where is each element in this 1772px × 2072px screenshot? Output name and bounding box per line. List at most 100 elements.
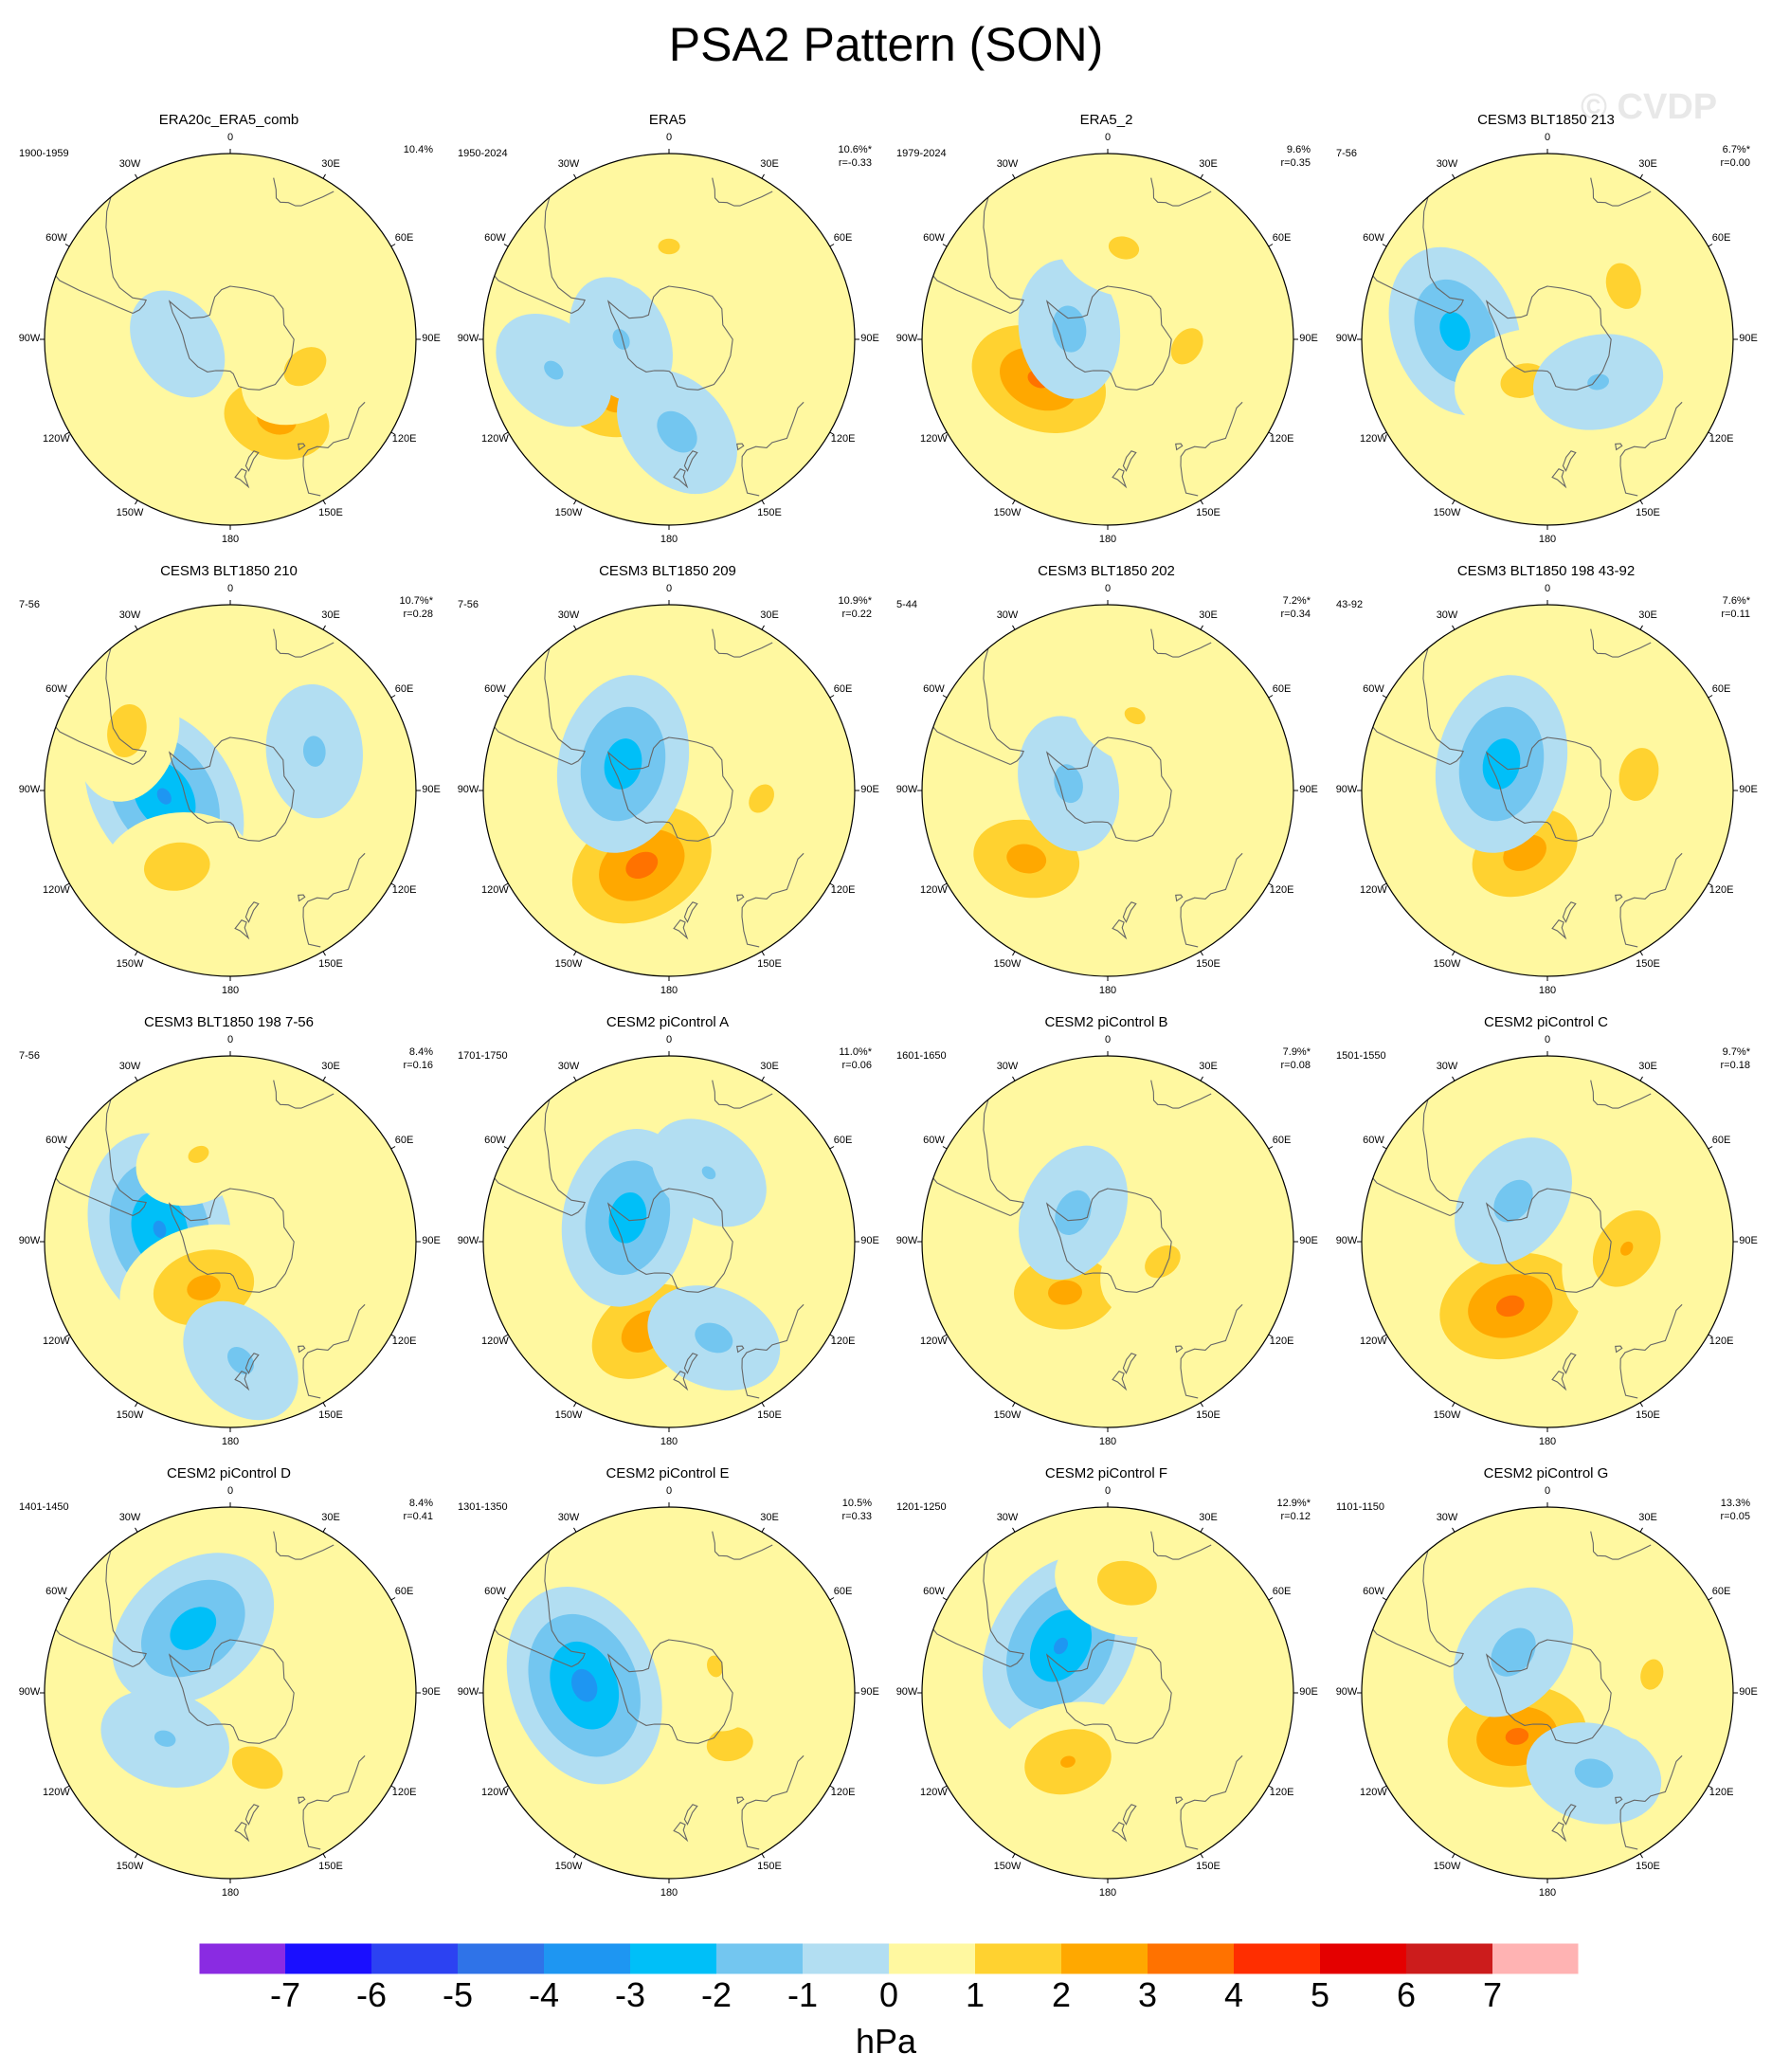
longitude-label: 150E <box>318 957 343 970</box>
longitude-label: 30W <box>996 1061 1019 1073</box>
panel-variance-percent: 13.3% <box>1720 1498 1750 1509</box>
longitude-label: 90W <box>895 784 918 795</box>
panel-title: CESM2 piControl F <box>1044 1465 1168 1481</box>
coastline <box>1615 894 1623 902</box>
longitude-tick <box>135 173 138 179</box>
panel-variance-percent: 7.6%* <box>1722 595 1750 607</box>
longitude-label: 90E <box>860 784 879 795</box>
longitude-label: 90W <box>1335 1235 1358 1246</box>
colorbar-tick-label: 2 <box>1051 1975 1072 2014</box>
map-disc <box>483 1507 855 1879</box>
longitude-label: 90W <box>1335 333 1358 344</box>
coastline <box>494 1628 572 1668</box>
coastline <box>168 1188 295 1293</box>
polar-map <box>479 149 859 530</box>
coastline <box>741 852 805 948</box>
longitude-tick <box>1268 1334 1274 1337</box>
panel-period: 7-56 <box>1336 148 1358 159</box>
longitude-label: 150W <box>554 506 583 518</box>
panel-pattern-correlation: r=0.22 <box>841 609 873 620</box>
longitude-label: 120W <box>43 1787 70 1798</box>
coastline <box>298 1345 306 1354</box>
longitude-label: 180 <box>1538 1887 1557 1899</box>
contour-level <box>1493 1179 1533 1223</box>
panel-period: 1601-1650 <box>896 1050 947 1062</box>
coastline <box>244 901 260 923</box>
colorbar-tick-label: 1 <box>965 1975 985 2014</box>
coastline <box>298 443 306 451</box>
longitude-tick <box>829 695 835 699</box>
longitude-label: 30E <box>1199 609 1218 622</box>
coastline <box>105 1550 147 1667</box>
longitude-label: 30E <box>1199 158 1218 171</box>
longitude-tick <box>1452 1076 1456 1081</box>
watermark-logo: © CVDP <box>1581 87 1718 127</box>
longitude-label: 0 <box>226 1485 234 1497</box>
coastline <box>736 1796 745 1805</box>
coastline <box>1175 443 1184 451</box>
longitude-label: 90E <box>1739 333 1758 344</box>
longitude-label: 30W <box>118 158 141 171</box>
longitude-tick <box>135 1076 138 1081</box>
longitude-label: 90E <box>422 1235 441 1246</box>
longitude-label: 150E <box>1636 1860 1660 1872</box>
coastline <box>298 894 306 902</box>
longitude-tick <box>942 1785 948 1789</box>
coastline <box>1180 1303 1243 1399</box>
longitude-label: 180 <box>221 1436 240 1447</box>
panel-variance-percent: 10.5% <box>841 1498 872 1509</box>
coastline <box>983 647 1024 765</box>
coastline <box>234 1822 250 1843</box>
longitude-tick <box>503 882 509 886</box>
longitude-tick <box>390 1146 396 1150</box>
figure-title: PSA2 Pattern (SON) <box>668 18 1104 71</box>
longitude-tick <box>1639 1076 1643 1081</box>
map-panel: CESM3 BLT1850 209 7-56 10.9%* r=0.22 0 30E 60E… <box>448 563 887 1009</box>
contour-level <box>1640 1659 1664 1690</box>
coastline <box>544 647 586 765</box>
longitude-tick <box>135 951 138 956</box>
contour-level <box>107 703 147 758</box>
colorbar-tick-label: -2 <box>700 1975 732 2014</box>
coastline <box>1150 1531 1212 1560</box>
longitude-label: 90E <box>860 1235 879 1246</box>
panel-pattern-correlation: r=0.33 <box>841 1511 873 1522</box>
coastline <box>1180 1754 1243 1850</box>
coastline <box>983 1099 1024 1216</box>
coastline <box>1175 894 1184 902</box>
longitude-tick <box>829 1785 835 1789</box>
longitude-tick <box>942 695 948 699</box>
coastline <box>55 1177 134 1217</box>
longitude-tick <box>135 1527 138 1533</box>
longitude-label: 90W <box>895 1235 918 1246</box>
coastline <box>105 1099 147 1216</box>
colorbar-tick-label: -1 <box>787 1975 819 2014</box>
panel-title: CESM3 BLT1850 202 <box>1038 563 1175 579</box>
longitude-tick <box>322 1527 326 1533</box>
longitude-tick <box>761 1076 765 1081</box>
contour-level <box>657 410 697 453</box>
coastline <box>544 1550 586 1667</box>
longitude-label: 120E <box>1269 884 1294 896</box>
longitude-tick <box>1708 431 1713 435</box>
longitude-label: 150E <box>1196 1860 1221 1872</box>
longitude-label: 150E <box>1636 506 1660 518</box>
longitude-tick <box>573 173 577 179</box>
coastline <box>736 1345 745 1354</box>
coastline <box>494 1177 572 1217</box>
coastline <box>234 1371 250 1391</box>
longitude-label: 60W <box>45 232 67 244</box>
panel-pattern-correlation: r=0.06 <box>841 1060 873 1071</box>
colorbar <box>198 1942 1580 1975</box>
longitude-tick <box>1452 173 1456 179</box>
longitude-tick <box>1708 244 1713 247</box>
longitude-label: 180 <box>1098 1887 1117 1899</box>
panel-title: CESM2 piControl G <box>1483 1465 1609 1481</box>
coastline <box>234 919 250 940</box>
coastlines <box>932 1080 1243 1399</box>
panel-pattern-correlation: r=0.41 <box>403 1511 434 1522</box>
longitude-label: 60W <box>45 1586 67 1597</box>
contour-level <box>1618 748 1659 801</box>
panel-variance-percent: 10.7%* <box>399 595 433 607</box>
panel-pattern-correlation: r=0.28 <box>403 609 434 620</box>
